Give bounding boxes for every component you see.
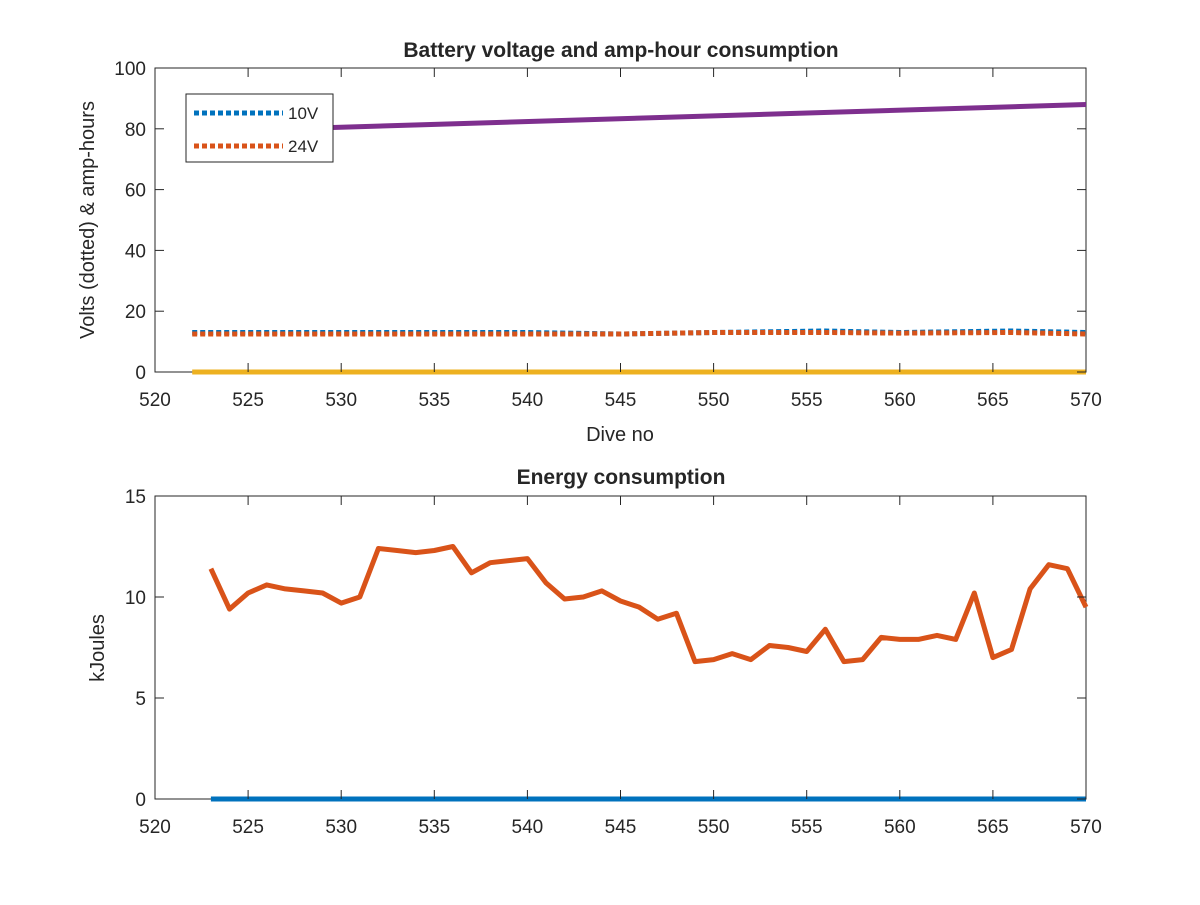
energy-ytick-label: 5 [135, 689, 146, 710]
energy-xtick-label: 570 [1070, 817, 1102, 838]
voltage-amphour-xtick-label: 540 [512, 390, 544, 411]
voltage-amphour-xtick-label: 560 [884, 390, 916, 411]
energy-series-1-line [208, 544, 1089, 665]
energy-ytick-label: 15 [125, 487, 146, 508]
energy-ytick-label: 0 [135, 790, 146, 811]
legend: 10V 24V [185, 93, 334, 163]
energy-xtick-label: 530 [325, 817, 357, 838]
voltage-amphour-xtick-label: 565 [977, 390, 1009, 411]
voltage-amphour-ytick-label: 40 [125, 241, 146, 262]
voltage-amphour-ylabel: Volts (dotted) & amp-hours [77, 101, 99, 339]
voltage-amphour-ytick-label: 60 [125, 181, 146, 202]
legend-label-24v: 24V [288, 137, 319, 156]
voltage-amphour-xtick-label: 535 [418, 390, 450, 411]
voltage-amphour-xtick-label: 570 [1070, 390, 1102, 411]
energy-xtick-label: 565 [977, 817, 1009, 838]
voltage-amphour-ytick-label: 0 [135, 363, 146, 384]
legend-label-10v: 10V [288, 104, 319, 123]
energy-ticks: 520 525 530 535 540 545 550 555 560 565 570 0 5 10 15 [125, 487, 1102, 838]
voltage-amphour-xtick-label: 525 [232, 390, 264, 411]
voltage-amphour-xtick-label: 530 [325, 390, 357, 411]
voltage-amphour-axes: 520 525 530 535 540 545 550 555 560 565 570 0 20 40 60… [77, 39, 1102, 446]
energy-xtick-label: 545 [605, 817, 637, 838]
energy-title: Energy consumption [517, 466, 726, 489]
voltage-amphour-xlabel: Dive no [586, 424, 654, 446]
voltage-amphour-xtick-label: 555 [791, 390, 823, 411]
voltage-amphour-ytick-label: 20 [125, 302, 146, 323]
energy-xtick-label: 555 [791, 817, 823, 838]
energy-xtick-label: 550 [698, 817, 730, 838]
energy-ytick-label: 10 [125, 588, 146, 609]
voltage-amphour-title: Battery voltage and amp-hour consumption [403, 39, 838, 62]
energy-xtick-label: 535 [418, 817, 450, 838]
energy-axes: 520 525 530 535 540 545 550 555 560 565 570051015 … [87, 466, 1102, 838]
voltage-amphour-series-24v-line [192, 330, 1087, 337]
voltage-amphour-ticks: 520 525 530 535 540 545 550 555 560 565 570 0 20 40 60… [114, 59, 1102, 411]
voltage-amphour-xtick-label: 545 [605, 390, 637, 411]
voltage-amphour-xtick-label: 520 [139, 390, 171, 411]
legend-box [185, 93, 334, 163]
energy-ylabel: kJoules [87, 614, 109, 682]
energy-xtick-label: 520 [139, 817, 171, 838]
voltage-amphour-xtick-label: 550 [698, 390, 730, 411]
voltage-amphour-series-4-line [192, 102, 1087, 135]
energy-xtick-label: 560 [884, 817, 916, 838]
energy-xtick-label: 540 [512, 817, 544, 838]
energy-xtick-label: 525 [232, 817, 264, 838]
voltage-amphour-ytick-label: 100 [114, 59, 146, 80]
voltage-amphour-ytick-label: 80 [125, 120, 146, 141]
